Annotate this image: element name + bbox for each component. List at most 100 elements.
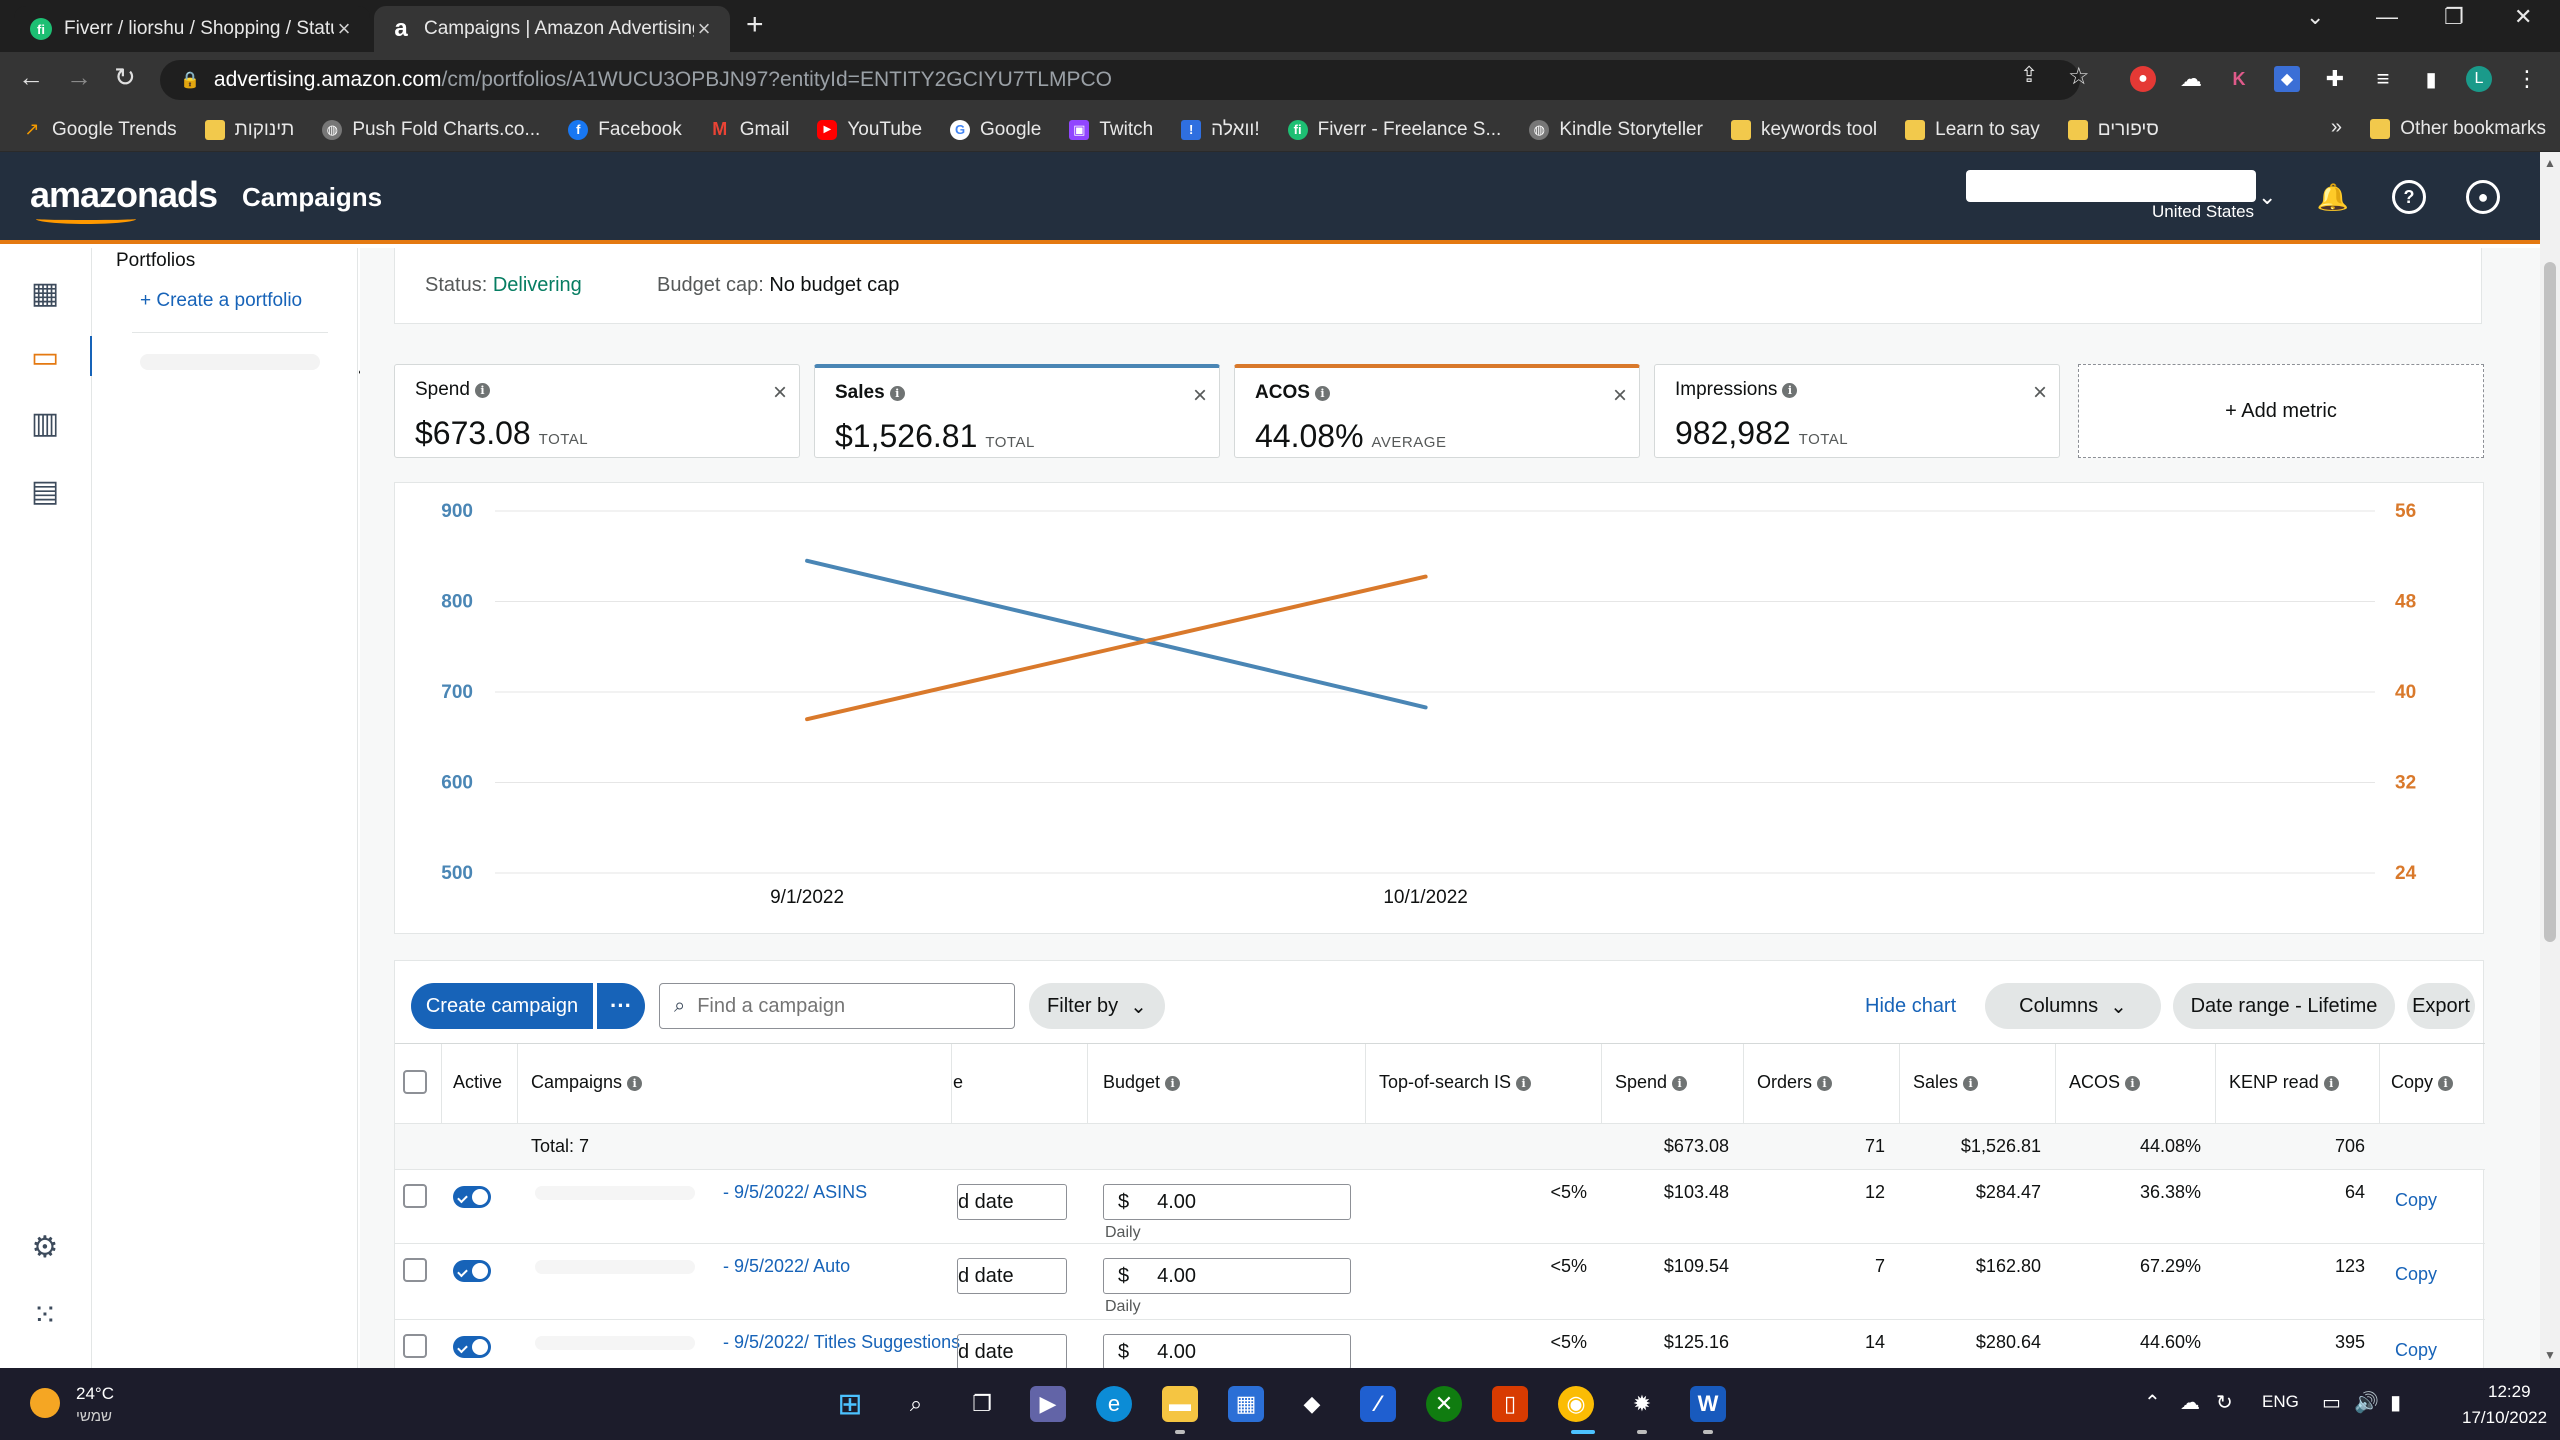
info-icon[interactable]: i bbox=[1165, 1076, 1181, 1091]
battery-icon[interactable]: ▮ bbox=[2390, 1392, 2402, 1414]
header-top-of-search[interactable]: Top-of-search IS i bbox=[1379, 1072, 1532, 1093]
restore-button[interactable]: ❐ bbox=[2444, 4, 2464, 29]
create-campaign-button[interactable]: Create campaign bbox=[411, 983, 593, 1029]
tab-fiverr[interactable]: fi Fiverr / liorshu / Shopping / Statu × bbox=[14, 6, 370, 52]
apps-grid-icon[interactable]: ⁙ bbox=[32, 1298, 58, 1332]
header-sales[interactable]: Sales i bbox=[1913, 1072, 1979, 1093]
header-active[interactable]: Active bbox=[453, 1072, 503, 1092]
info-icon[interactable]: i bbox=[1672, 1076, 1688, 1091]
info-icon[interactable]: i bbox=[1963, 1076, 1979, 1091]
store-icon[interactable]: ▦ bbox=[1228, 1386, 1264, 1422]
metric-card-acos[interactable]: ACOS i 44.08% AVERAGE × bbox=[1234, 364, 1640, 458]
header-orders[interactable]: Orders i bbox=[1757, 1072, 1833, 1093]
info-icon[interactable]: i bbox=[1516, 1076, 1532, 1091]
chrome-icon[interactable]: ◉ bbox=[1558, 1386, 1594, 1422]
office-icon[interactable]: ▯ bbox=[1492, 1386, 1528, 1422]
campaign-active-toggle[interactable] bbox=[453, 1336, 491, 1358]
bookmark-facebook[interactable]: f Facebook bbox=[568, 119, 682, 141]
keyword-extension-icon[interactable]: K bbox=[2232, 68, 2246, 89]
url-input[interactable]: 🔒 advertising.amazon.com /cm/portfolios/… bbox=[160, 60, 2080, 100]
account-name-redacted[interactable] bbox=[1966, 170, 2256, 202]
bookmark-google-trends[interactable]: ↗ Google Trends bbox=[22, 119, 176, 141]
windows-start-icon[interactable]: ⊞ bbox=[837, 1387, 863, 1421]
side-panel-icon[interactable]: ▮ bbox=[2425, 68, 2437, 91]
chevron-down-icon[interactable]: ⌄ bbox=[2258, 184, 2277, 209]
budget-input[interactable]: $4.00 bbox=[1103, 1334, 1351, 1370]
tab-amazon-advertising[interactable]: a Campaigns | Amazon Advertising × bbox=[374, 6, 730, 52]
compass-app-icon[interactable]: ✹ bbox=[1632, 1391, 1652, 1416]
edge-icon[interactable]: e bbox=[1096, 1386, 1132, 1422]
end-date-input[interactable]: d date bbox=[957, 1184, 1067, 1220]
campaign-manager-icon[interactable]: ▭ bbox=[30, 340, 60, 374]
info-icon[interactable]: i bbox=[2125, 1076, 2141, 1091]
more-bookmarks-button[interactable]: » bbox=[2330, 116, 2342, 138]
teams-chat-icon[interactable]: ▶ bbox=[1030, 1386, 1066, 1422]
info-icon[interactable]: i bbox=[627, 1076, 643, 1091]
copy-campaign-link[interactable]: Copy bbox=[2395, 1264, 2438, 1284]
weather-temperature[interactable]: 24°C bbox=[76, 1384, 114, 1403]
close-icon[interactable]: × bbox=[2032, 379, 2047, 406]
profile-avatar[interactable]: L bbox=[2466, 66, 2492, 92]
campaign-search[interactable]: ⌕ bbox=[659, 983, 1015, 1029]
bookmark-star-icon[interactable]: ☆ bbox=[2068, 63, 2090, 90]
task-view-icon[interactable]: ❐ bbox=[972, 1391, 992, 1416]
ai-app-icon[interactable]: ⁄ bbox=[1360, 1386, 1396, 1422]
info-icon[interactable]: i bbox=[889, 386, 905, 401]
weather-sun-icon[interactable] bbox=[30, 1388, 60, 1418]
dashboard-icon[interactable]: ▦ bbox=[30, 276, 60, 310]
bookmark-gmail[interactable]: M Gmail bbox=[710, 119, 789, 141]
bookmark-google[interactable]: G Google bbox=[950, 119, 1041, 141]
campaign-name-link[interactable]: - 9/5/2022/ Auto bbox=[723, 1256, 851, 1276]
close-tab-icon[interactable]: × bbox=[337, 16, 351, 41]
create-portfolio-link[interactable]: + Create a portfolio bbox=[140, 290, 303, 311]
sync-icon[interactable]: ↻ bbox=[2216, 1392, 2233, 1414]
reports-icon[interactable]: ▥ bbox=[30, 406, 60, 440]
end-date-input[interactable]: d date bbox=[957, 1258, 1067, 1294]
minimize-button[interactable]: — bbox=[2376, 4, 2398, 29]
onedrive-icon[interactable]: ☁ bbox=[2180, 1392, 2200, 1414]
columns-button[interactable]: Columns ⌄ bbox=[1985, 983, 2161, 1029]
campaign-name-link[interactable]: - 9/5/2022/ ASINS bbox=[723, 1182, 868, 1202]
close-icon[interactable]: × bbox=[772, 379, 787, 406]
header-copy[interactable]: Copy i bbox=[2391, 1072, 2454, 1093]
close-icon[interactable]: × bbox=[1612, 382, 1627, 409]
campaign-name-link[interactable]: - 9/5/2022/ Titles Suggestions bbox=[723, 1332, 961, 1352]
copy-campaign-link[interactable]: Copy bbox=[2395, 1340, 2438, 1360]
bookmark-keywords-tool[interactable]: keywords tool bbox=[1730, 119, 1877, 141]
more-actions-button[interactable]: ··· bbox=[597, 983, 645, 1029]
page-scrollbar[interactable]: ▲ ▼ bbox=[2540, 152, 2560, 1368]
volume-icon[interactable]: 🔊 bbox=[2354, 1392, 2379, 1414]
row-checkbox[interactable] bbox=[403, 1334, 427, 1358]
scroll-up-icon[interactable]: ▲ bbox=[2544, 156, 2556, 170]
header-acos[interactable]: ACOS i bbox=[2069, 1072, 2141, 1093]
header-budget[interactable]: Budget i bbox=[1103, 1072, 1181, 1093]
info-icon[interactable]: i bbox=[1782, 383, 1798, 398]
tab-search-icon[interactable]: ⌄ bbox=[2306, 4, 2325, 29]
close-window-button[interactable]: ✕ bbox=[2514, 4, 2533, 29]
help-icon[interactable]: ? bbox=[2392, 180, 2426, 214]
word-icon[interactable]: W bbox=[1690, 1386, 1726, 1422]
export-button[interactable]: Export bbox=[2407, 983, 2475, 1029]
select-all-checkbox[interactable] bbox=[403, 1070, 427, 1094]
row-checkbox[interactable] bbox=[403, 1258, 427, 1282]
bookmark-walla[interactable]: ! וואלה! bbox=[1181, 119, 1260, 141]
campaign-active-toggle[interactable] bbox=[453, 1260, 491, 1282]
extensions-puzzle-icon[interactable]: ✚ bbox=[2325, 66, 2345, 91]
hide-chart-link[interactable]: Hide chart bbox=[1865, 995, 1957, 1017]
budget-input[interactable]: $4.00 bbox=[1103, 1258, 1351, 1294]
unity-icon[interactable]: ◆ bbox=[1303, 1391, 1321, 1416]
close-icon[interactable]: × bbox=[1192, 382, 1207, 409]
budget-input[interactable]: $4.00 bbox=[1103, 1184, 1351, 1220]
bookmark-youtube[interactable]: ▶ YouTube bbox=[817, 119, 922, 141]
bookmark-kindle-storyteller[interactable]: ◍ Kindle Storyteller bbox=[1529, 119, 1703, 141]
creative-assets-icon[interactable]: ▤ bbox=[30, 474, 60, 508]
info-icon[interactable]: i bbox=[2323, 1076, 2339, 1091]
reading-list-icon[interactable]: ≡ bbox=[2376, 66, 2390, 91]
forward-icon[interactable]: → bbox=[66, 62, 92, 92]
account-icon[interactable]: ● bbox=[2466, 180, 2500, 214]
metric-card-sales[interactable]: Sales i $1,526.81 TOTAL × bbox=[814, 364, 1220, 458]
browser-menu-icon[interactable]: ⋮ bbox=[2516, 66, 2538, 91]
input-language[interactable]: ENG bbox=[2262, 1392, 2299, 1411]
portfolio-name-redacted[interactable] bbox=[140, 354, 320, 370]
close-tab-icon[interactable]: × bbox=[697, 16, 711, 41]
